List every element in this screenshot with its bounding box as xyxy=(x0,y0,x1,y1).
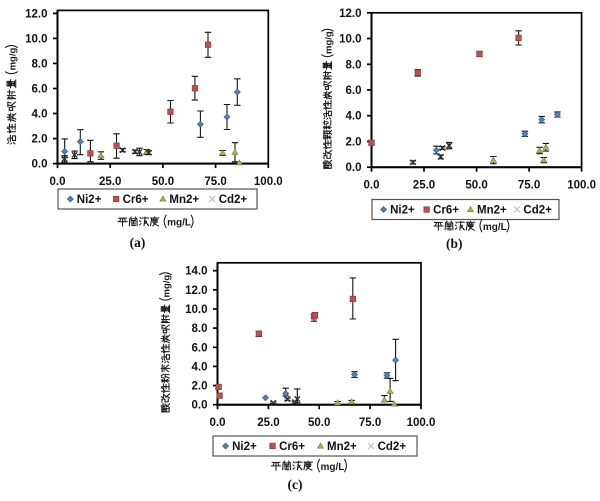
svg-text:8.0: 8.0 xyxy=(346,59,362,71)
svg-text:12.0: 12.0 xyxy=(339,8,361,20)
svg-text:0.0: 0.0 xyxy=(192,400,208,412)
svg-text:0.0: 0.0 xyxy=(50,176,66,188)
svg-text:10.0: 10.0 xyxy=(185,304,207,316)
svg-text:8.0: 8.0 xyxy=(192,323,208,335)
svg-text:25.0: 25.0 xyxy=(99,176,121,188)
svg-text:100.0: 100.0 xyxy=(567,180,596,192)
svg-text:100.0: 100.0 xyxy=(254,176,283,188)
svg-text:Mn2+: Mn2+ xyxy=(169,194,199,206)
svg-text:75.0: 75.0 xyxy=(204,176,226,188)
svg-text:25.0: 25.0 xyxy=(257,417,279,429)
svg-text:Ni2+: Ni2+ xyxy=(232,441,257,453)
svg-text:10.0: 10.0 xyxy=(339,34,361,46)
svg-text:6.0: 6.0 xyxy=(346,85,362,97)
svg-text:2.0: 2.0 xyxy=(346,137,362,149)
svg-text:mg/g: mg/g xyxy=(323,31,334,54)
svg-text:12.0: 12.0 xyxy=(185,285,207,297)
svg-text:mg/g: mg/g xyxy=(161,275,172,298)
svg-text:75.0: 75.0 xyxy=(359,417,381,429)
svg-text:Ni2+: Ni2+ xyxy=(77,194,102,206)
svg-text:Cd2+: Cd2+ xyxy=(378,441,407,453)
svg-text:(b): (b) xyxy=(446,236,463,251)
svg-text:50.0: 50.0 xyxy=(465,180,487,192)
svg-text:Cr6+: Cr6+ xyxy=(123,194,149,206)
svg-text:Cr6+: Cr6+ xyxy=(279,441,305,453)
svg-text:0.0: 0.0 xyxy=(346,162,362,174)
svg-text:0.0: 0.0 xyxy=(210,417,226,429)
svg-text:4.0: 4.0 xyxy=(32,109,48,121)
svg-text:75.0: 75.0 xyxy=(518,180,540,192)
svg-text:Mn2+: Mn2+ xyxy=(327,441,357,453)
svg-text:mg/L: mg/L xyxy=(483,222,507,233)
svg-text:4.0: 4.0 xyxy=(192,361,208,373)
svg-text:2.0: 2.0 xyxy=(192,381,208,393)
svg-text:100.0: 100.0 xyxy=(407,417,436,429)
svg-text:8.0: 8.0 xyxy=(32,58,48,70)
svg-text:Cd2+: Cd2+ xyxy=(219,194,248,206)
svg-text:Ni2+: Ni2+ xyxy=(390,205,415,217)
svg-text:50.0: 50.0 xyxy=(308,417,330,429)
svg-text:50.0: 50.0 xyxy=(152,176,174,188)
svg-text:mg/g: mg/g xyxy=(8,48,19,71)
svg-text:(c): (c) xyxy=(288,477,303,492)
svg-text:2.0: 2.0 xyxy=(32,134,48,146)
svg-text:4.0: 4.0 xyxy=(346,111,362,123)
svg-text:mg/L: mg/L xyxy=(167,218,191,229)
svg-text:0.0: 0.0 xyxy=(32,159,48,171)
svg-text:0.0: 0.0 xyxy=(364,180,380,192)
svg-text:6.0: 6.0 xyxy=(32,84,48,96)
svg-text:(a): (a) xyxy=(130,235,146,250)
svg-text:Cd2+: Cd2+ xyxy=(523,205,552,217)
svg-text:14.0: 14.0 xyxy=(185,266,207,278)
svg-text:6.0: 6.0 xyxy=(192,342,208,354)
svg-text:12.0: 12.0 xyxy=(25,8,47,20)
svg-text:Cr6+: Cr6+ xyxy=(433,205,459,217)
svg-text:25.0: 25.0 xyxy=(413,180,435,192)
svg-text:Mn2+: Mn2+ xyxy=(477,205,507,217)
svg-text:mg/L: mg/L xyxy=(321,462,345,473)
svg-text:10.0: 10.0 xyxy=(25,33,47,45)
